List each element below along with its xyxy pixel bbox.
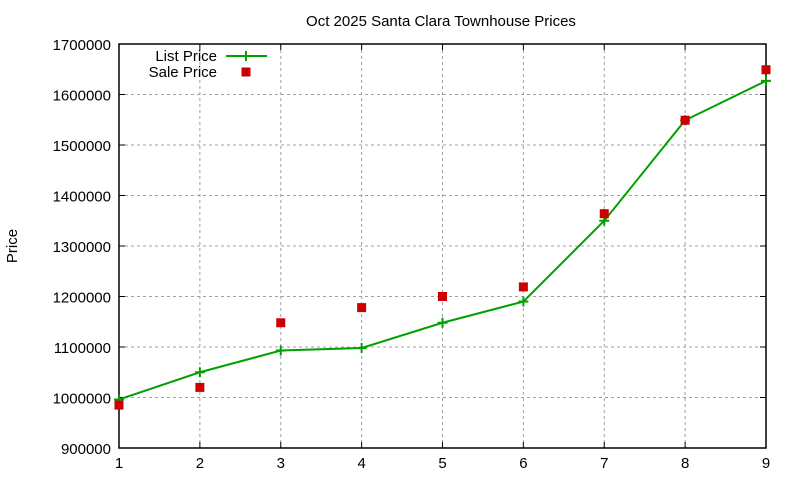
y-axis-label: Price (4, 229, 21, 263)
x-tick-label: 6 (519, 455, 527, 472)
x-tick-label: 7 (600, 455, 608, 472)
square-marker-icon (276, 318, 286, 328)
square-marker-icon (761, 65, 771, 75)
x-tick-label: 2 (196, 455, 204, 472)
square-marker-icon (357, 303, 367, 313)
legend-label: List Price (155, 48, 217, 65)
y-tick-label: 1200000 (53, 290, 111, 307)
y-tick-label: 1700000 (53, 37, 111, 54)
data-series (114, 65, 771, 410)
square-marker-icon (114, 400, 124, 410)
y-tick-label: 1600000 (53, 88, 111, 105)
y-tick-label: 900000 (61, 441, 111, 458)
series-list-price (114, 75, 771, 405)
x-axis-ticks: 1 2 3 4 5 6 7 8 9 (115, 44, 770, 472)
x-tick-label: 3 (277, 455, 285, 472)
x-tick-label: 4 (357, 455, 365, 472)
grid-lines (119, 44, 766, 448)
y-axis-ticks: 900000 1000000 1100000 1200000 1300000 140000… (53, 37, 766, 458)
square-marker-icon (599, 209, 609, 219)
x-tick-label: 9 (762, 455, 770, 472)
y-tick-label: 1300000 (53, 239, 111, 256)
x-tick-label: 5 (438, 455, 446, 472)
square-marker-icon (518, 282, 528, 292)
y-tick-label: 1400000 (53, 189, 111, 206)
square-marker-icon (241, 67, 251, 77)
legend-label: Sale Price (149, 64, 217, 81)
chart-title: Oct 2025 Santa Clara Townhouse Prices (306, 13, 576, 30)
square-marker-icon (195, 382, 205, 392)
y-tick-label: 1100000 (54, 340, 111, 357)
series-sale-price (114, 65, 771, 410)
square-marker-icon (680, 115, 690, 125)
x-tick-label: 1 (115, 455, 123, 472)
y-tick-label: 1000000 (53, 391, 111, 408)
x-tick-label: 8 (681, 455, 689, 472)
square-marker-icon (438, 292, 447, 301)
y-tick-label: 1500000 (53, 138, 111, 155)
